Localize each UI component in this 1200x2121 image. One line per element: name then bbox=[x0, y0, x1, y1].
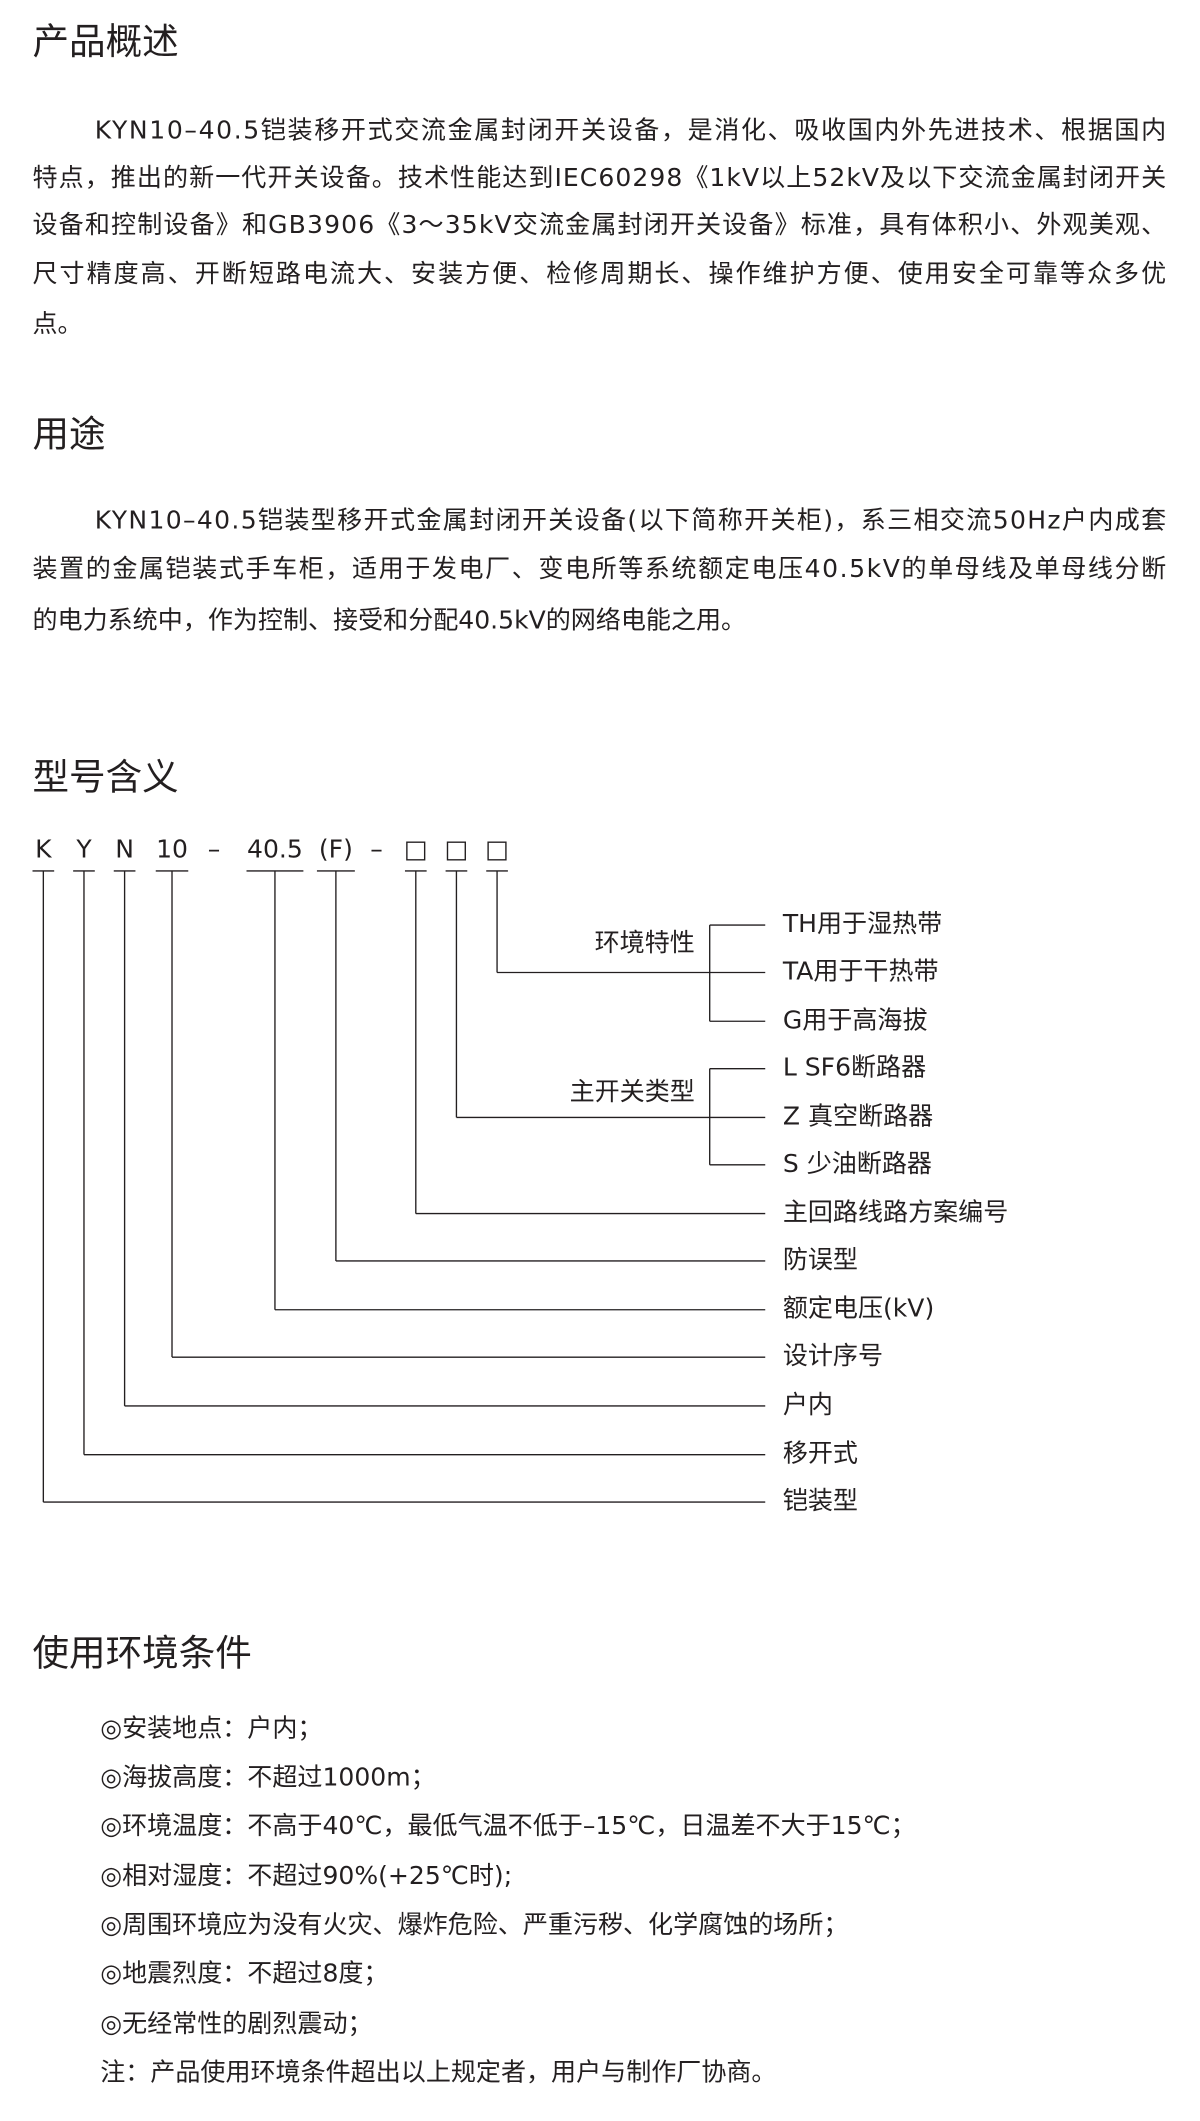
model-code: – bbox=[208, 835, 221, 864]
option-label: S 少油断路器 bbox=[783, 1149, 932, 1178]
condition-item: ◎环境温度：不高于40℃，最低气温不低于–15℃，日温差不大于15℃； bbox=[100, 1811, 916, 1840]
option-label: G用于高海拔 bbox=[783, 1005, 928, 1034]
paragraph-line: KYN10–40.5铠装型移开式金属封闭开关设备(以下简称开关柜)，系三相交流5… bbox=[95, 505, 1166, 534]
meaning-label: 移开式 bbox=[783, 1439, 858, 1468]
paragraph-line: 装置的金属铠装式手车柜，适用于发电厂、变电所等系统额定电压40.5kV的单母线及… bbox=[33, 554, 1167, 583]
model-code: □ bbox=[485, 835, 509, 864]
group-label: 环境特性 bbox=[595, 928, 695, 957]
model-code: (F) bbox=[319, 835, 353, 864]
model-code: – bbox=[370, 835, 383, 864]
condition-item: ◎无经常性的剧烈震动； bbox=[100, 2009, 372, 2038]
paragraph-line: 设备和控制设备》和GB3906《3～35kV交流金属封闭开关设备》标准，具有体积… bbox=[33, 210, 1167, 239]
section-title: 型号含义 bbox=[33, 755, 179, 798]
note: 注：产品使用环境条件超出以上规定者，用户与制作厂协商。 bbox=[100, 2058, 776, 2087]
model-code: □ bbox=[445, 835, 469, 864]
option-label: TA用于干热带 bbox=[782, 956, 939, 985]
meaning-label: 额定电压(kV) bbox=[783, 1294, 934, 1323]
model-code: Y bbox=[75, 835, 92, 864]
meaning-label: 防误型 bbox=[783, 1245, 858, 1274]
paragraph-line: 点。 bbox=[33, 309, 83, 338]
meaning-label: 设计序号 bbox=[783, 1341, 883, 1370]
group-label: 主开关类型 bbox=[570, 1077, 695, 1106]
section-title: 用途 bbox=[33, 413, 106, 456]
option-label: L SF6断路器 bbox=[783, 1053, 926, 1082]
option-label: TH用于湿热带 bbox=[782, 909, 942, 938]
condition-item: ◎周围环境应为没有火灾、爆炸危险、严重污秽、化学腐蚀的场所； bbox=[100, 1910, 848, 1939]
model-code: □ bbox=[404, 835, 428, 864]
model-code: 10 bbox=[156, 835, 188, 864]
model-code: N bbox=[115, 835, 134, 864]
meaning-label: 户内 bbox=[783, 1390, 833, 1419]
section-title: 使用环境条件 bbox=[33, 1632, 252, 1675]
paragraph-line: KYN10–40.5铠装移开式交流金属封闭开关设备，是消化、吸收国内外先进技术、… bbox=[95, 115, 1166, 144]
condition-item: ◎地震烈度：不超过8度； bbox=[100, 1959, 388, 1988]
condition-item: ◎海拔高度：不超过1000m； bbox=[100, 1762, 435, 1791]
meaning-label: 主回路线路方案编号 bbox=[783, 1198, 1008, 1227]
section-title: 产品概述 bbox=[33, 20, 179, 63]
paragraph-line: 的电力系统中，作为控制、接受和分配40.5kV的网络电能之用。 bbox=[33, 606, 747, 635]
paragraph-line: 特点，推出的新一代开关设备。技术性能达到IEC60298《1kV以上52kV及以… bbox=[33, 163, 1167, 192]
condition-item: ◎相对湿度：不超过90%(+25℃时); bbox=[100, 1861, 512, 1890]
condition-item: ◎安装地点：户内； bbox=[100, 1714, 322, 1743]
model-code: K bbox=[35, 835, 52, 864]
paragraph-line: 尺寸精度高、开断短路电流大、安装方便、检修周期长、操作维护方便、使用安全可靠等众… bbox=[33, 259, 1167, 288]
meaning-label: 铠装型 bbox=[783, 1486, 858, 1515]
option-label: Z 真空断路器 bbox=[783, 1101, 933, 1130]
model-code: 40.5 bbox=[247, 835, 303, 864]
